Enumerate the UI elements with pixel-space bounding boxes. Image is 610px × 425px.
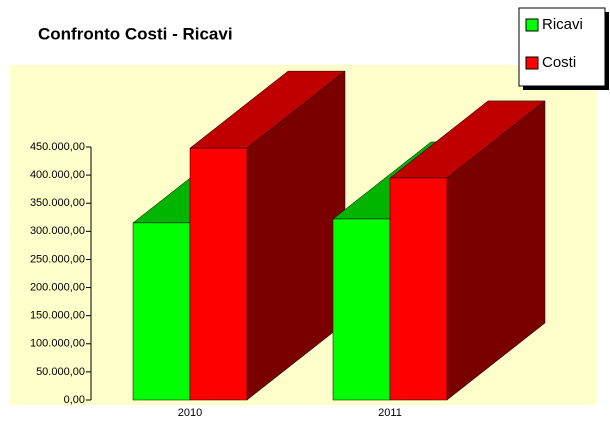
bar	[189, 147, 248, 401]
legend-swatch	[525, 56, 539, 70]
y-tick-label: 150.000,00	[30, 310, 85, 322]
bar	[132, 222, 191, 401]
bar	[389, 177, 448, 401]
y-tick-label: 450.000,00	[30, 141, 85, 153]
x-tick-label: 2010	[178, 407, 202, 419]
y-tick-label: 400.000,00	[30, 169, 85, 181]
legend-label: Costi	[542, 54, 576, 71]
y-tick-label: 350.000,00	[30, 197, 85, 209]
legend-swatch	[525, 18, 539, 32]
y-tick-label: 250.000,00	[30, 253, 85, 265]
y-tick-label: 50.000,00	[36, 366, 85, 378]
y-tick-label: 100.000,00	[30, 338, 85, 350]
chart-title: Confronto Costi - Ricavi	[38, 24, 233, 43]
legend-label: Ricavi	[542, 16, 583, 33]
x-tick-label: 2011	[378, 407, 402, 419]
bar	[332, 218, 391, 401]
y-tick-label: 200.000,00	[30, 281, 85, 293]
y-tick-label: 0,00	[64, 394, 85, 406]
y-tick-label: 300.000,00	[30, 225, 85, 237]
